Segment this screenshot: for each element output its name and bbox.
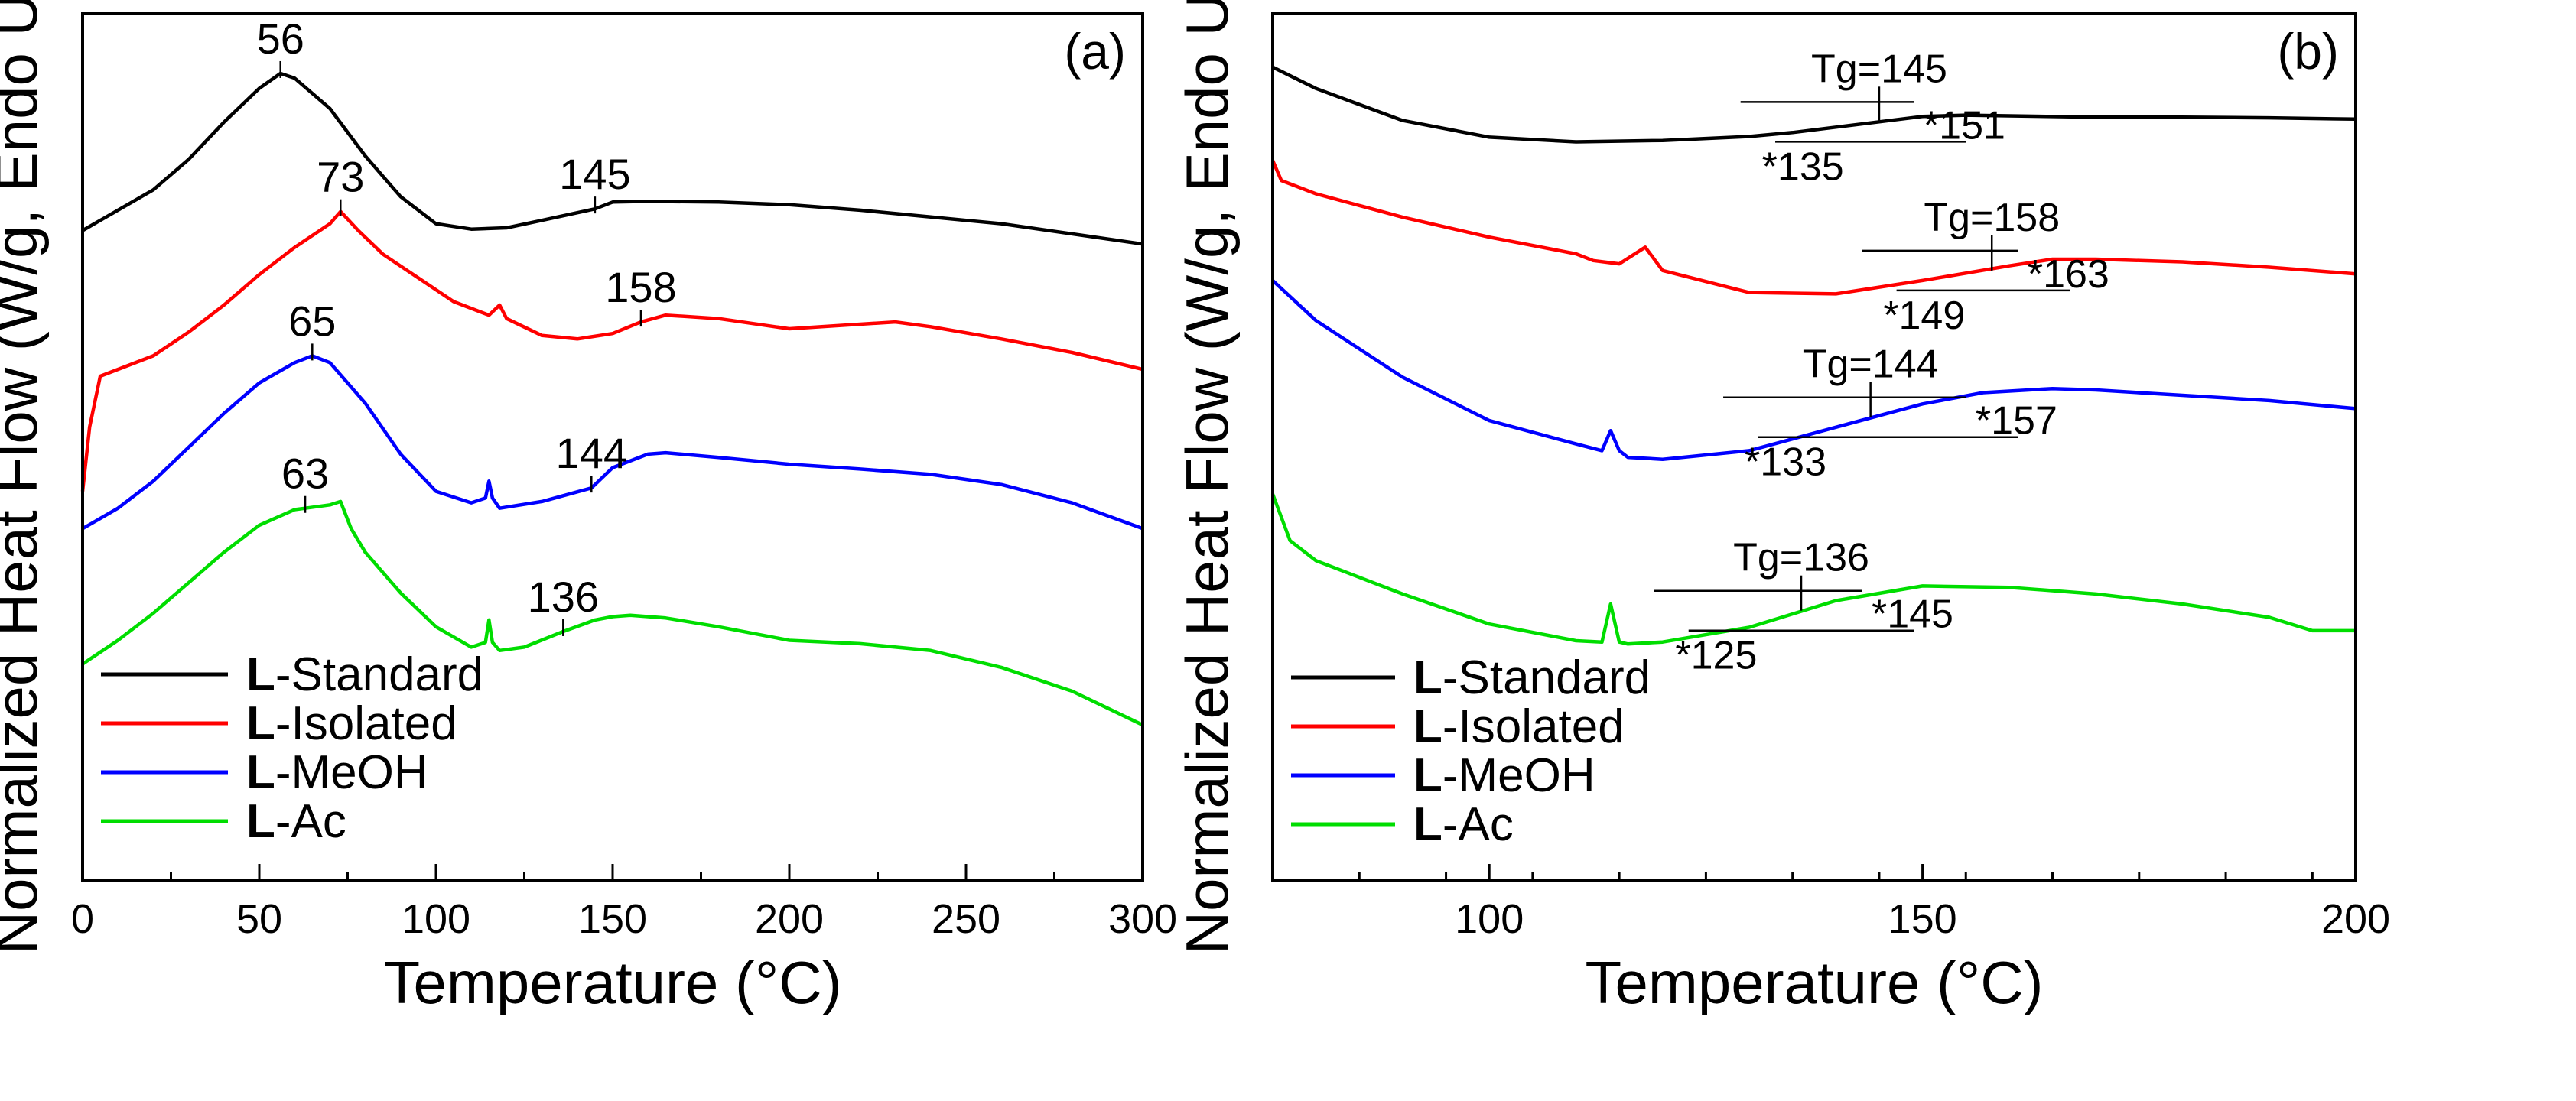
peak-label: 63 xyxy=(281,450,329,498)
legend-name: -MeOH xyxy=(275,746,428,799)
tg-label: Tg=144 xyxy=(1803,343,1939,387)
series-line-isolated xyxy=(1270,160,2356,296)
peak-label: 145 xyxy=(559,150,630,198)
panel-label: (b) xyxy=(2277,23,2339,80)
series-line-isolated xyxy=(80,209,1143,492)
tg-endset-label: *157 xyxy=(1976,399,2057,443)
x-tick-label: 50 xyxy=(236,896,282,942)
legend-label-isolated: L-Isolated xyxy=(1413,700,1625,753)
x-axis-a: 0 50 100 150 200 250 300 xyxy=(71,864,1177,942)
curves-a xyxy=(80,71,1143,727)
x-tick-label: 100 xyxy=(1455,896,1524,942)
tg-onset-label: *125 xyxy=(1675,634,1757,678)
series-line-standard xyxy=(1272,65,2356,144)
tg-onset-label: *133 xyxy=(1745,440,1826,485)
legend-prefix: L xyxy=(246,697,275,750)
peak-label: 73 xyxy=(317,153,364,201)
legend-label-ac: L-Ac xyxy=(246,795,346,848)
y-axis-label: Normalized Heat Flow (W/g, Endo Up) xyxy=(1173,0,1241,954)
series-line-ac xyxy=(81,499,1143,727)
series-line-meoh xyxy=(81,354,1143,531)
x-tick-label: 0 xyxy=(71,896,94,942)
curves-b xyxy=(1270,65,2356,646)
x-tick-label: 250 xyxy=(932,896,1000,942)
panel-a: 0 50 100 150 200 250 300 Temperature (°C) Normal… xyxy=(0,0,1177,1016)
x-tick-label: 150 xyxy=(578,896,647,942)
legend-prefix: L xyxy=(1413,700,1442,753)
x-axis-b: 100 150 200 xyxy=(1271,864,2390,942)
x-tick-label: 200 xyxy=(2321,896,2390,942)
x-axis-label: Temperature (°C) xyxy=(1585,949,2043,1016)
x-axis-label: Temperature (°C) xyxy=(383,949,841,1016)
series-line-meoh xyxy=(1271,279,2356,461)
tg-onset-label: *149 xyxy=(1883,294,1965,338)
legend-name: -Standard xyxy=(275,648,483,701)
plot-frame-b xyxy=(1271,12,2357,882)
panel-label: (a) xyxy=(1064,23,1126,80)
series-line-standard xyxy=(81,71,1143,246)
legend-prefix: L xyxy=(1413,749,1442,802)
legend-label-meoh: L-MeOH xyxy=(246,746,428,799)
peak-label: 144 xyxy=(556,429,627,477)
y-axis-label: Normalized Heat Flow (W/g, Endo Up) xyxy=(0,0,50,954)
x-tick-label: 100 xyxy=(402,896,470,942)
tg-label: Tg=158 xyxy=(1924,196,2060,240)
legend-name: -Ac xyxy=(275,795,346,848)
tg-onset-label: *135 xyxy=(1762,145,1844,189)
peak-label: 158 xyxy=(605,263,676,311)
legend-name: -Isolated xyxy=(1442,700,1625,753)
legend-prefix: L xyxy=(246,795,275,848)
series-line-ac xyxy=(1270,493,2356,646)
x-tick-label: 200 xyxy=(755,896,824,942)
panel-b: 100 150 200 Temperature (°C) Normalized Heat… xyxy=(1173,0,2390,1016)
legend-label-isolated: L-Isolated xyxy=(246,697,457,750)
peak-label: 65 xyxy=(288,297,336,345)
peak-label: 136 xyxy=(528,573,599,621)
tg-label: Tg=145 xyxy=(1811,47,1947,91)
legend-name: -Ac xyxy=(1442,798,1514,851)
x-tick-label: 150 xyxy=(1888,896,1957,942)
legend-prefix: L xyxy=(246,746,275,799)
x-tick-label: 300 xyxy=(1108,896,1177,942)
legend-label-standard: L-Standard xyxy=(1413,651,1651,704)
legend-name: -MeOH xyxy=(1442,749,1595,802)
tg-label: Tg=136 xyxy=(1733,536,1869,580)
tg-endset-label: *163 xyxy=(2028,252,2109,297)
legend-prefix: L xyxy=(246,648,275,701)
tg-endset-label: *145 xyxy=(1872,593,1953,637)
peak-label: 56 xyxy=(257,15,304,63)
tg-endset-label: *151 xyxy=(1924,103,2005,148)
legend-name: -Standard xyxy=(1442,651,1651,704)
legend-name: -Isolated xyxy=(275,697,457,750)
legend-prefix: L xyxy=(1413,651,1442,704)
legend-label-standard: L-Standard xyxy=(246,648,483,701)
legend-label-meoh: L-MeOH xyxy=(1413,749,1595,802)
legend-label-ac: L-Ac xyxy=(1413,798,1514,851)
legend-prefix: L xyxy=(1413,798,1442,851)
